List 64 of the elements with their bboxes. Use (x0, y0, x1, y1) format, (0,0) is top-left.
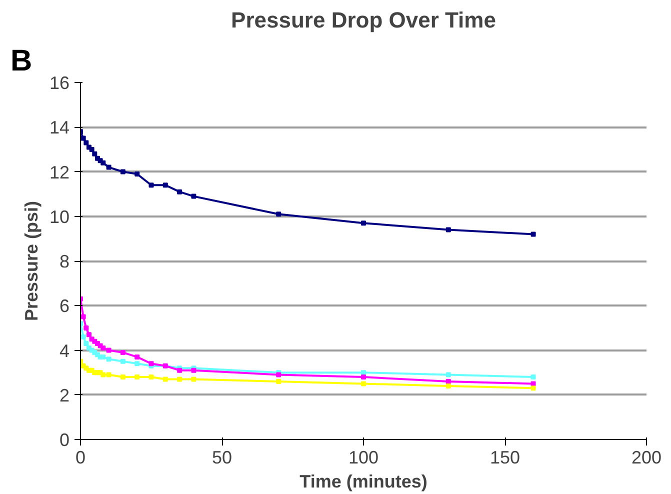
point (86, 332, 92, 338)
x-tick-label: 150 (490, 448, 520, 468)
y-tick-label: 12 (49, 162, 70, 182)
y-tick-label: 8 (59, 252, 70, 272)
y-tick-label: 2 (59, 385, 70, 406)
y-tick-label: 10 (49, 206, 70, 227)
point (89, 146, 94, 152)
point (361, 381, 366, 386)
point (80, 136, 86, 141)
point (530, 381, 536, 386)
point (106, 372, 112, 378)
text: B (10, 44, 32, 78)
point (361, 374, 366, 380)
point (106, 348, 112, 353)
point (148, 374, 154, 380)
point (162, 182, 168, 188)
point (177, 376, 182, 382)
point (106, 356, 112, 362)
x-tick-label: 50 (212, 448, 232, 468)
point (530, 232, 536, 237)
y-tick-label: 6 (59, 296, 70, 316)
point (446, 378, 451, 384)
point (80, 334, 86, 340)
point (134, 361, 140, 366)
chart-title: Pressure Drop Over Time (231, 8, 496, 32)
point (100, 346, 106, 351)
point (191, 376, 196, 382)
point (446, 227, 451, 232)
point (276, 378, 282, 384)
y-tick-label: 14 (49, 118, 70, 138)
point (92, 151, 98, 156)
y-tick-label: 0 (59, 430, 70, 450)
point (120, 350, 126, 355)
x-axis-title: Time (minutes) (300, 472, 428, 492)
point (134, 171, 140, 176)
point (177, 189, 182, 194)
point (134, 374, 140, 380)
y-tick-label: 16 (49, 73, 70, 93)
point (162, 376, 168, 382)
point (120, 358, 126, 364)
point (84, 341, 89, 346)
point (191, 194, 196, 199)
point (530, 374, 536, 380)
point (100, 160, 106, 166)
point (446, 372, 451, 378)
point (361, 370, 366, 376)
point (134, 354, 140, 360)
point (446, 383, 451, 388)
point (120, 374, 126, 380)
x-tick-label: 100 (348, 448, 379, 468)
y-axis-title: Pressure (psi) (21, 200, 42, 322)
point (276, 212, 282, 217)
point (148, 182, 154, 188)
point (530, 386, 536, 391)
x-tick-label: 200 (631, 448, 662, 468)
y-tick-label: 4 (59, 340, 70, 361)
point (106, 164, 112, 170)
point (100, 372, 106, 378)
x-tick-label: 0 (75, 448, 86, 468)
point (84, 140, 89, 146)
point (80, 314, 86, 320)
point (84, 325, 89, 330)
point (361, 220, 366, 226)
point (120, 169, 126, 174)
